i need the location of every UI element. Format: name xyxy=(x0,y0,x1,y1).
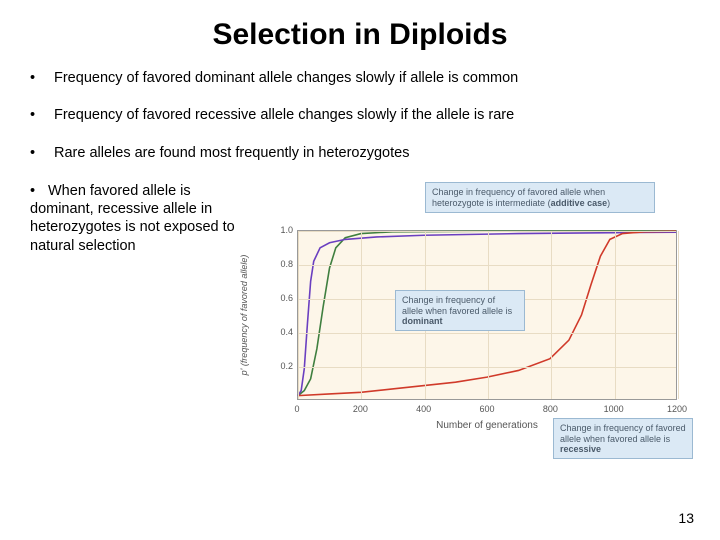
side-paragraph-text: When favored allele is dominant, recessi… xyxy=(30,183,235,253)
bullet-dot: • xyxy=(30,182,48,200)
side-paragraph: •When favored allele is dominant, recess… xyxy=(30,182,255,472)
callout-dominant: Change in frequency of allele when favor… xyxy=(395,290,525,331)
bullet-item: • Frequency of favored recessive allele … xyxy=(30,107,690,124)
bullet-text: Frequency of favored dominant allele cha… xyxy=(54,70,518,87)
x-tick: 0 xyxy=(282,404,312,414)
bullet-item: • Frequency of favored dominant allele c… xyxy=(30,70,690,87)
bullet-dot: • xyxy=(30,107,54,124)
x-tick: 1000 xyxy=(599,404,629,414)
x-tick: 800 xyxy=(535,404,565,414)
bullet-text: Rare alleles are found most frequently i… xyxy=(54,145,409,162)
page-number: 13 xyxy=(678,510,694,526)
x-tick: 600 xyxy=(472,404,502,414)
y-axis-label: p' (frequency of favored allele) xyxy=(239,230,249,400)
y-tick: 1.0 xyxy=(265,225,293,235)
x-tick: 1200 xyxy=(662,404,692,414)
bullet-list: • Frequency of favored dominant allele c… xyxy=(30,70,690,162)
y-tick: 0.4 xyxy=(265,327,293,337)
callout-recessive: Change in frequency of favored allele wh… xyxy=(553,418,693,459)
y-tick: 0.6 xyxy=(265,293,293,303)
bullet-text: Frequency of favored recessive allele ch… xyxy=(54,107,514,124)
x-tick: 200 xyxy=(345,404,375,414)
callout-additive: Change in frequency of favored allele wh… xyxy=(425,182,655,213)
bullet-dot: • xyxy=(30,70,54,87)
page-title: Selection in Diploids xyxy=(30,18,690,52)
y-tick: 0.2 xyxy=(265,361,293,371)
x-tick: 400 xyxy=(409,404,439,414)
chart-figure: p' (frequency of favored allele) Number … xyxy=(255,182,690,472)
bullet-item: • Rare alleles are found most frequently… xyxy=(30,145,690,162)
bullet-dot: • xyxy=(30,145,54,162)
y-tick: 0.8 xyxy=(265,259,293,269)
